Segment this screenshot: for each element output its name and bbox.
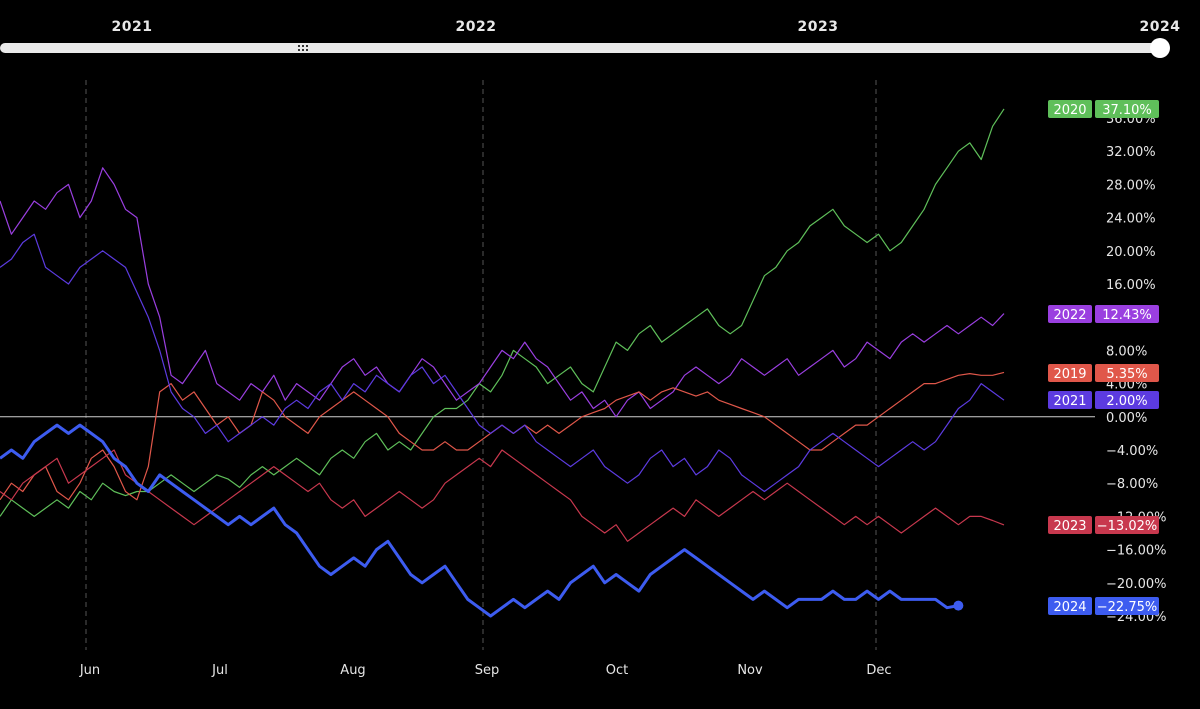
series-line-2020 bbox=[0, 108, 1005, 518]
timeline-track[interactable] bbox=[0, 43, 1160, 53]
series-tag-value: 37.10% bbox=[1102, 103, 1152, 118]
series-line-2023 bbox=[0, 449, 1005, 542]
x-axis-months: Jun Jul Aug Sep Oct Nov Dec bbox=[79, 663, 892, 678]
series-tag-value-box bbox=[1095, 305, 1159, 323]
series-tag-value-box bbox=[1095, 364, 1159, 382]
y-tick-label: 16.00% bbox=[1106, 278, 1156, 293]
timeline-year-2021[interactable]: 2021 bbox=[112, 19, 153, 35]
timeline-year-2024[interactable]: 2024 bbox=[1140, 19, 1181, 35]
series-tag-year-box bbox=[1048, 100, 1092, 118]
series-tag-year: 2024 bbox=[1053, 600, 1086, 615]
y-tick-label: 28.00% bbox=[1106, 178, 1156, 193]
series-tag-year-box bbox=[1048, 597, 1092, 615]
series-tag-value: 5.35% bbox=[1106, 367, 1147, 382]
series-tag-year-box bbox=[1048, 364, 1092, 382]
series-tag-year-box bbox=[1048, 391, 1092, 409]
series-line-2019 bbox=[0, 371, 1005, 501]
series-lines bbox=[0, 108, 1005, 618]
x-month-label: Sep bbox=[475, 663, 500, 678]
drag-handle-icon[interactable] bbox=[298, 45, 308, 51]
series-line-2021 bbox=[0, 233, 1005, 493]
series-tag-year-box bbox=[1048, 516, 1092, 534]
timeline-year-2022[interactable]: 2022 bbox=[456, 19, 497, 35]
series-tag-value-box bbox=[1095, 516, 1159, 534]
series-tag-2024: 2024 −22.75% bbox=[1048, 597, 1159, 615]
chart-grid bbox=[0, 80, 1095, 650]
series-line-2022 bbox=[0, 167, 1005, 418]
series-tag-value-box bbox=[1095, 100, 1159, 118]
series-tag-value-box bbox=[1095, 391, 1159, 409]
series-tag-value-box bbox=[1095, 597, 1159, 615]
series-tag-2020: 2020 37.10% bbox=[1048, 100, 1159, 118]
timeline-year-2023[interactable]: 2023 bbox=[798, 19, 839, 35]
y-axis-ticks: 36.00%32.00%28.00%24.00%20.00%16.00%12.0… bbox=[1106, 112, 1166, 625]
x-month-label: Jun bbox=[79, 663, 100, 678]
y-tick-label: −20.00% bbox=[1106, 577, 1166, 592]
series-tag-2022: 2022 12.43% bbox=[1048, 305, 1159, 323]
y-tick-label: −4.00% bbox=[1106, 444, 1158, 459]
series-tag-value: −13.02% bbox=[1097, 519, 1157, 534]
series-tag-value: 12.43% bbox=[1102, 308, 1152, 323]
x-month-label: Dec bbox=[866, 663, 891, 678]
x-month-label: Oct bbox=[606, 663, 628, 678]
y-tick-label: 20.00% bbox=[1106, 245, 1156, 260]
x-month-label: Jul bbox=[211, 663, 228, 678]
year-timeline[interactable]: 2021 2022 2023 2024 bbox=[0, 19, 1180, 58]
series-tag-year-box bbox=[1048, 305, 1092, 323]
series-line-2024 bbox=[0, 423, 959, 618]
series-tag-year: 2021 bbox=[1053, 394, 1086, 409]
series-end-tags: 2020 37.10%2022 12.43%2019 5.35%2021 2.00%20… bbox=[1048, 100, 1159, 615]
y-tick-label: 32.00% bbox=[1106, 145, 1156, 160]
series-tag-2023: 2023 −13.02% bbox=[1048, 516, 1159, 534]
y-tick-label: −16.00% bbox=[1106, 544, 1166, 559]
series-end-dot-2024 bbox=[953, 600, 964, 611]
y-tick-label: 8.00% bbox=[1106, 344, 1147, 359]
y-tick-label: 24.00% bbox=[1106, 212, 1156, 227]
x-month-label: Aug bbox=[340, 663, 365, 678]
series-tag-value: 2.00% bbox=[1106, 394, 1147, 409]
series-tag-year: 2020 bbox=[1053, 103, 1086, 118]
series-tag-2021: 2021 2.00% bbox=[1048, 391, 1159, 409]
series-tag-year: 2023 bbox=[1053, 519, 1086, 534]
y-tick-label: −8.00% bbox=[1106, 477, 1158, 492]
series-tag-year: 2022 bbox=[1053, 308, 1086, 323]
timeline-slider-thumb[interactable] bbox=[1150, 38, 1170, 58]
series-tag-value: −22.75% bbox=[1097, 600, 1157, 615]
x-month-label: Nov bbox=[737, 663, 763, 678]
y-tick-label: 0.00% bbox=[1106, 411, 1147, 426]
series-tag-2019: 2019 5.35% bbox=[1048, 364, 1159, 382]
series-tag-year: 2019 bbox=[1053, 367, 1086, 382]
